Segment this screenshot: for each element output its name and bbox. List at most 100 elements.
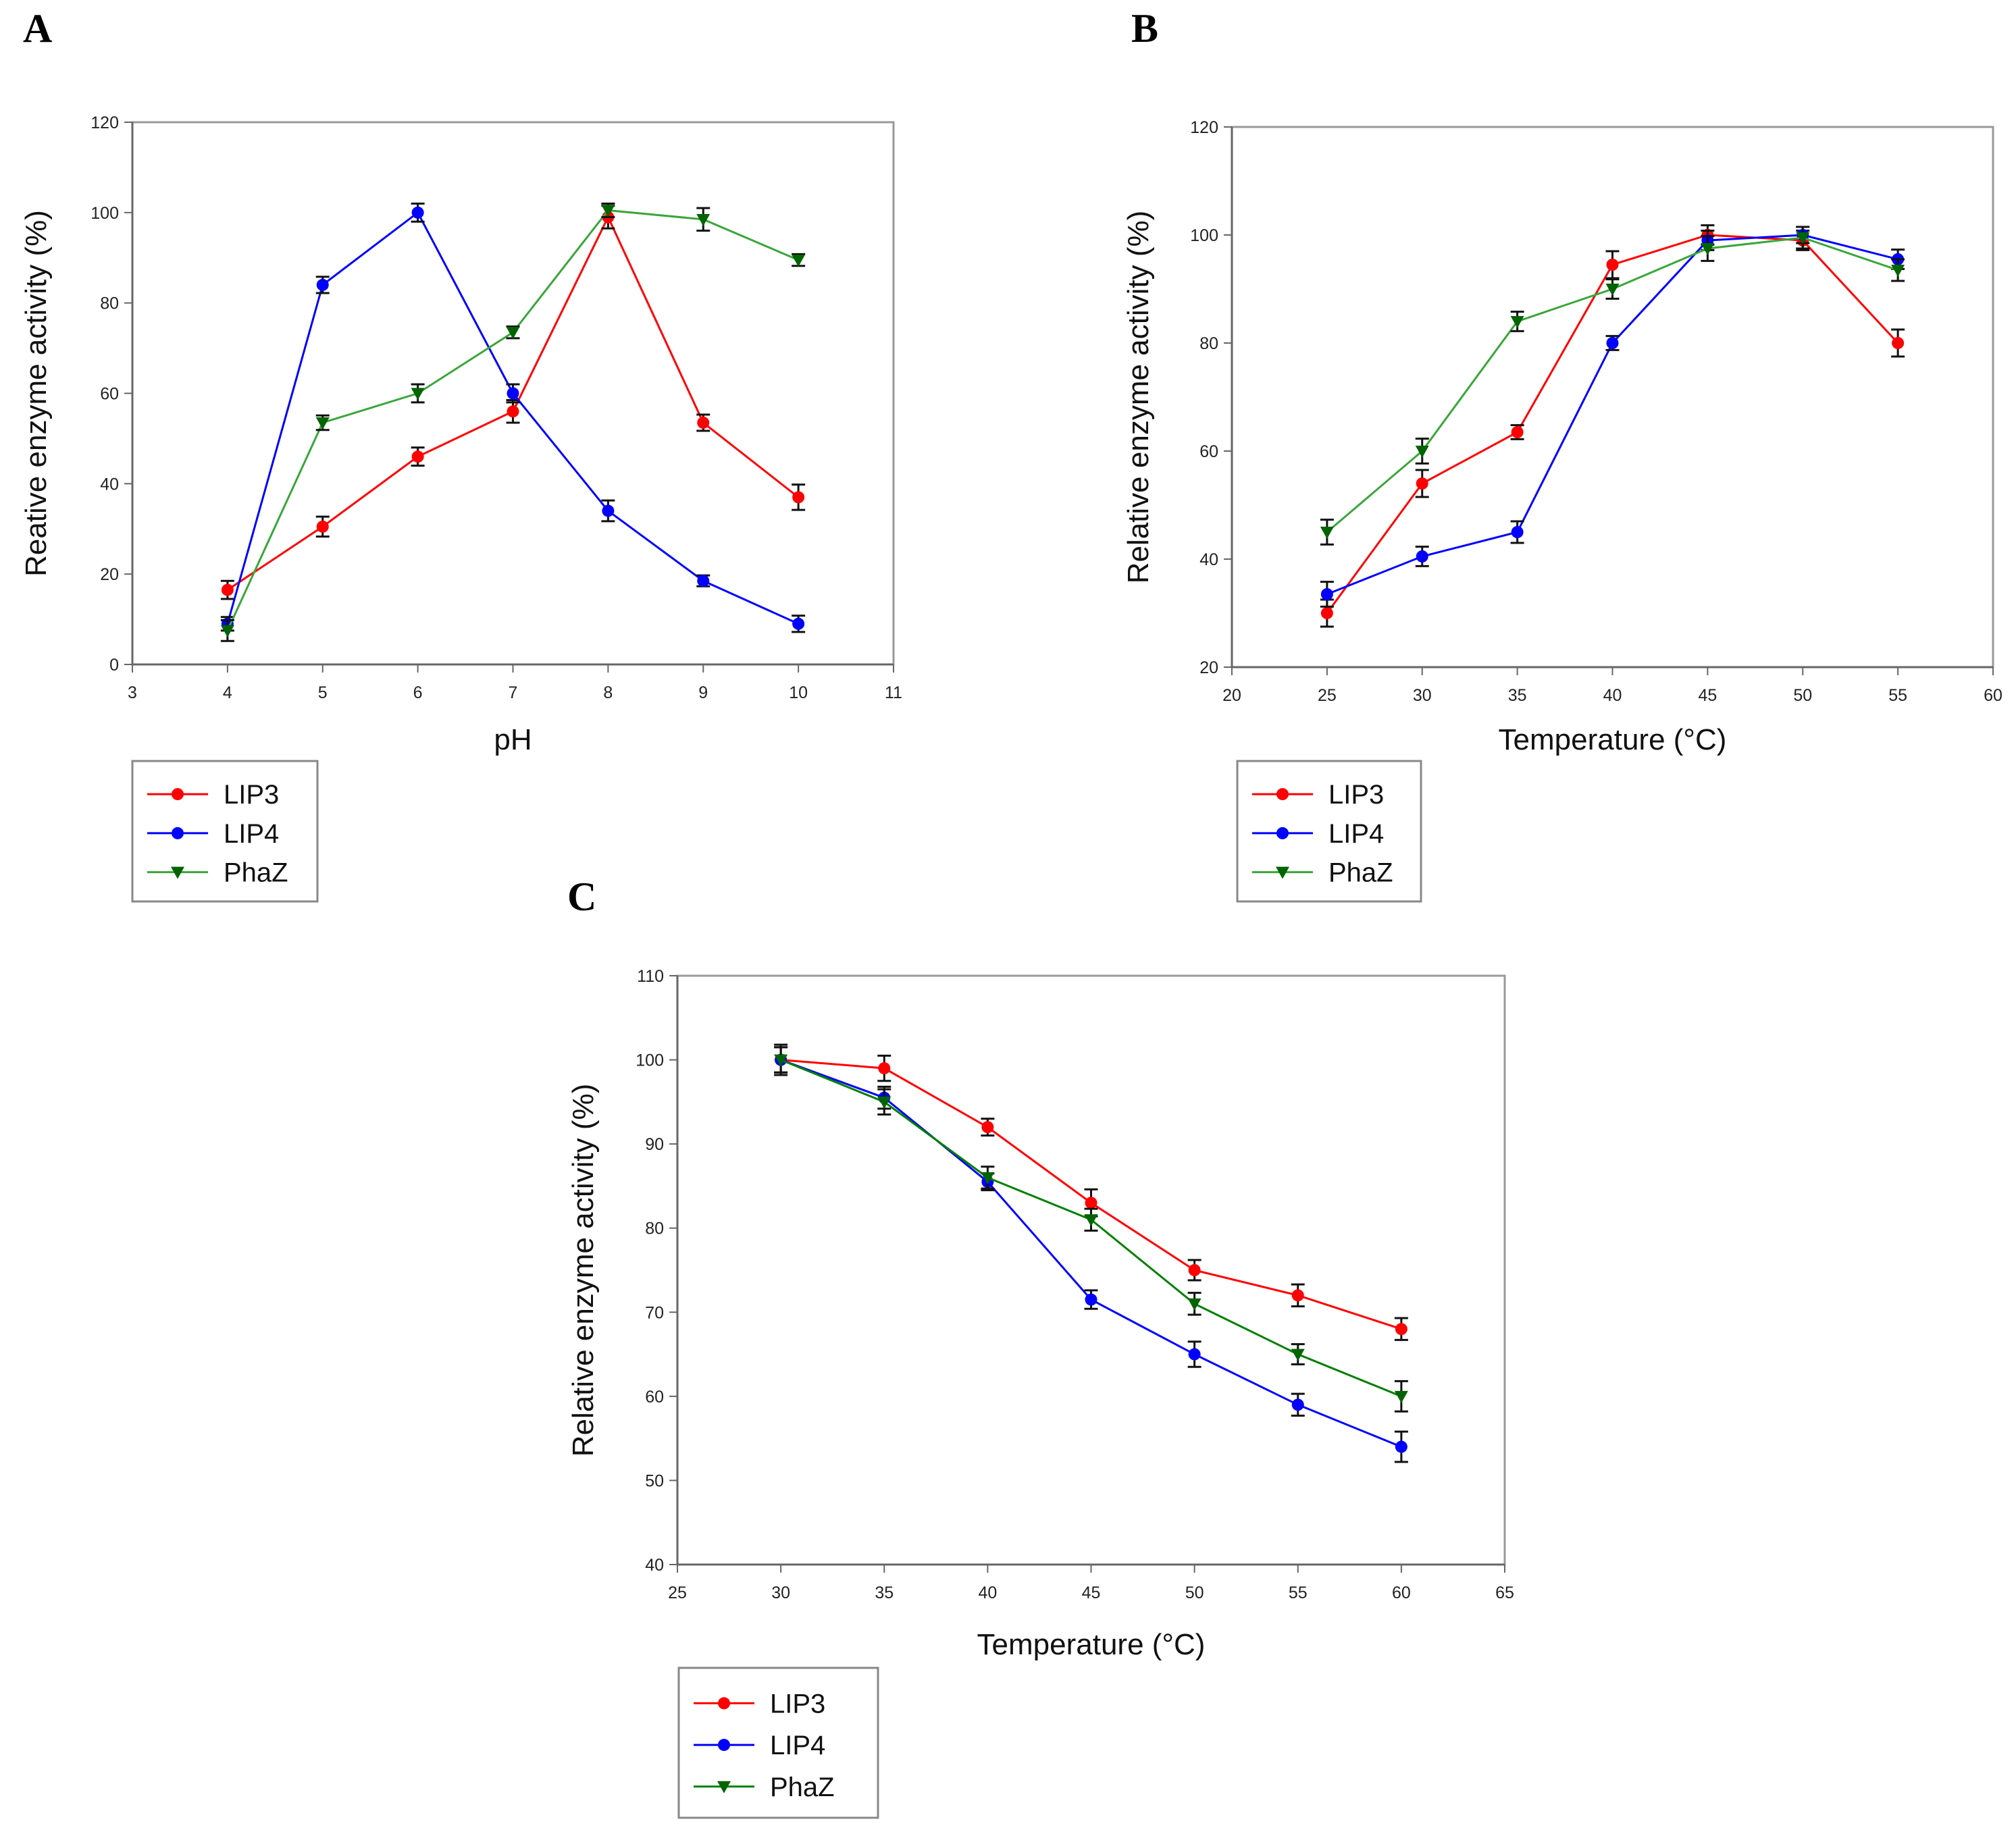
y-tick-label: 120 <box>91 113 119 132</box>
chart-panel-a: A 3 4 5 6 7 8 9 10 11 0 20 40 60 80 100 120 pH Reative enz… <box>20 6 902 903</box>
legend-label: PhaZ <box>224 858 288 888</box>
data-point <box>1084 1214 1098 1227</box>
data-point <box>1605 284 1620 296</box>
x-tick-label: 20 <box>1222 686 1241 705</box>
x-tick-label: 45 <box>1082 1583 1101 1602</box>
legend: LIP3 LIP4 PhaZ <box>1236 760 1422 903</box>
data-point <box>1187 1298 1201 1311</box>
x-tick-label: 60 <box>1392 1583 1411 1602</box>
x-tick-label: 6 <box>413 683 423 702</box>
y-axis-title: Relative enzyme activity (%) <box>567 1084 600 1457</box>
data-point <box>220 625 234 637</box>
panel-label: C <box>567 874 596 919</box>
data-point <box>1416 477 1428 490</box>
data-point <box>1510 316 1524 328</box>
x-tick-label: 25 <box>1318 686 1337 705</box>
data-point <box>1320 607 1333 619</box>
x-tick-label: 3 <box>128 683 137 702</box>
x-axis-title: Temperature (°C) <box>977 1628 1206 1661</box>
data-point <box>315 417 330 429</box>
legend-marker <box>718 1697 730 1710</box>
x-tick-label: 50 <box>1793 686 1812 705</box>
data-point <box>411 450 424 463</box>
data-point <box>1085 1293 1097 1306</box>
data-point <box>411 388 425 400</box>
y-tick-label: 0 <box>109 656 119 675</box>
data-point <box>1291 1348 1305 1361</box>
x-axis-title: pH <box>494 723 532 756</box>
legend-box <box>1236 760 1422 903</box>
data-point <box>1188 1264 1201 1276</box>
legend: LIP3 LIP4 PhaZ <box>677 1667 879 1819</box>
x-tick-label: 10 <box>789 683 808 702</box>
data-point <box>1291 1289 1304 1302</box>
y-axis-title: Relative enzyme activity (%) <box>1122 211 1155 584</box>
panel-label: A <box>23 6 52 51</box>
data-point <box>1416 550 1428 562</box>
y-tick-label: 90 <box>645 1135 664 1154</box>
x-tick-label: 25 <box>668 1583 687 1602</box>
data-point <box>1606 337 1619 349</box>
data-point <box>981 1121 994 1134</box>
x-tick-label: 40 <box>1603 686 1622 705</box>
y-tick-label: 80 <box>100 294 119 313</box>
x-tick-label: 7 <box>509 683 518 702</box>
legend: LIP3 LIP4 PhaZ <box>131 760 319 903</box>
x-tick-label: 30 <box>1413 686 1432 705</box>
chart-panel-c: C 25 30 35 40 45 50 55 60 65 40 50 60 70 80 90 100 110 Tem… <box>567 874 1514 1819</box>
x-tick-label: 35 <box>875 1583 894 1602</box>
data-point <box>1701 243 1715 255</box>
data-point <box>1320 527 1334 539</box>
data-point <box>1188 1348 1201 1361</box>
data-point <box>506 327 520 340</box>
y-tick-label: 70 <box>645 1303 664 1322</box>
legend-marker <box>172 788 184 801</box>
plot-frame <box>676 974 1506 1566</box>
y-axis-title: Reative enzyme activity (%) <box>20 210 53 577</box>
x-tick-label: 30 <box>771 1583 790 1602</box>
data-point <box>1395 1440 1407 1453</box>
legend-label: LIP3 <box>770 1689 825 1719</box>
data-point <box>1085 1197 1097 1209</box>
data-point <box>1395 1323 1407 1336</box>
data-point <box>1415 446 1429 458</box>
y-tick-label: 100 <box>1190 226 1218 245</box>
legend-marker <box>1276 788 1289 801</box>
data-point <box>602 504 615 517</box>
y-tick-label: 40 <box>100 475 119 494</box>
y-tick-label: 20 <box>100 565 119 584</box>
legend-label: PhaZ <box>1328 858 1393 888</box>
panel-label: B <box>1131 6 1158 51</box>
x-tick-label: 35 <box>1508 686 1527 705</box>
data-point <box>507 405 519 418</box>
series-phaz <box>774 1046 1408 1413</box>
data-point <box>601 205 615 217</box>
y-tick-label: 40 <box>645 1556 664 1575</box>
series-phaz <box>220 202 806 642</box>
y-tick-label: 120 <box>1190 118 1218 137</box>
x-tick-label: 5 <box>318 683 328 702</box>
series-lip4 <box>774 1046 1408 1463</box>
y-tick-label: 80 <box>1199 334 1218 353</box>
x-tick-label: 8 <box>603 683 613 702</box>
y-tick-label: 80 <box>645 1219 664 1238</box>
data-point <box>877 1096 891 1109</box>
x-tick-label: 9 <box>698 683 708 702</box>
data-point <box>411 206 424 219</box>
legend-marker <box>1276 866 1289 879</box>
data-point <box>221 583 234 596</box>
series-lip3 <box>774 1043 1408 1341</box>
x-tick-label: 55 <box>1289 1583 1308 1602</box>
legend-label: LIP4 <box>770 1731 825 1760</box>
data-point <box>774 1054 788 1067</box>
series-line <box>780 1059 1402 1448</box>
y-tick-label: 110 <box>637 967 664 986</box>
data-point <box>697 575 710 587</box>
data-point <box>981 1172 995 1184</box>
legend-box <box>677 1667 879 1819</box>
data-point <box>1606 259 1619 271</box>
data-point <box>697 416 710 429</box>
data-point <box>792 255 806 267</box>
y-tick-label: 100 <box>636 1051 664 1070</box>
data-point <box>316 278 329 291</box>
